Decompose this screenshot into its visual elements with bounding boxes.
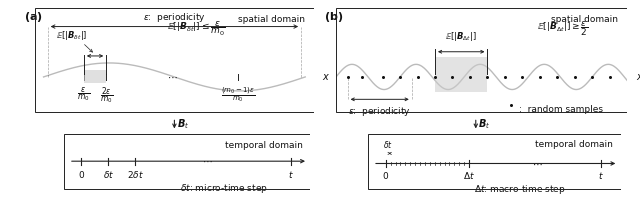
Text: $\Delta t$: $\Delta t$ — [463, 170, 475, 181]
Text: $\dfrac{2\epsilon}{m_0}$: $\dfrac{2\epsilon}{m_0}$ — [100, 85, 113, 105]
Text: $x$: $x$ — [636, 72, 640, 82]
Text: $\boldsymbol{B}_t$: $\boldsymbol{B}_t$ — [478, 117, 491, 131]
Text: $\mathbb{E}[|\boldsymbol{B}_{\Delta t}|]$: $\mathbb{E}[|\boldsymbol{B}_{\Delta t}|]… — [445, 30, 477, 43]
Text: $\dfrac{(m_0-1)\epsilon}{m_0}$: $\dfrac{(m_0-1)\epsilon}{m_0}$ — [221, 85, 255, 104]
Text: $\dfrac{\epsilon}{m_0}$: $\dfrac{\epsilon}{m_0}$ — [77, 85, 90, 103]
Text: $\mathbf{(a)}$: $\mathbf{(a)}$ — [24, 10, 43, 24]
Text: $2\delta t$: $2\delta t$ — [127, 169, 144, 180]
Text: $\cdots$: $\cdots$ — [532, 158, 543, 169]
Text: $t$: $t$ — [598, 170, 604, 181]
Text: $\epsilon$:  periodicity: $\epsilon$: periodicity — [143, 11, 206, 24]
Text: $\mathbb{E}[|\boldsymbol{B}_{\Delta t}|] \geq \dfrac{\epsilon}{2}$: $\mathbb{E}[|\boldsymbol{B}_{\Delta t}|]… — [538, 20, 589, 38]
Text: $\cdots$: $\cdots$ — [167, 72, 178, 82]
Bar — [84, 70, 106, 83]
Text: $\mathbf{(b)}$: $\mathbf{(b)}$ — [324, 10, 344, 24]
Text: $\mathbb{E}[|\boldsymbol{B}_{\delta t}|]$: $\mathbb{E}[|\boldsymbol{B}_{\delta t}|]… — [56, 29, 87, 42]
Text: temporal domain: temporal domain — [225, 141, 303, 150]
Text: $\Delta t$: macro-time step: $\Delta t$: macro-time step — [474, 183, 565, 196]
Text: $\boldsymbol{B}_t$: $\boldsymbol{B}_t$ — [177, 117, 189, 131]
Text: $\cdots$: $\cdots$ — [202, 156, 212, 166]
Text: temporal domain: temporal domain — [535, 140, 613, 149]
Text: spatial domain: spatial domain — [238, 15, 305, 24]
Text: $x$: $x$ — [322, 72, 330, 82]
Text: $t$: $t$ — [288, 169, 294, 180]
Text: $\delta t$: $\delta t$ — [383, 139, 393, 150]
Text: $\delta t$: $\delta t$ — [102, 169, 114, 180]
Text: $0$: $0$ — [382, 170, 389, 181]
Bar — [435, 57, 488, 92]
Text: $\epsilon$:  periodicity: $\epsilon$: periodicity — [348, 105, 411, 118]
Text: spatial domain: spatial domain — [552, 15, 618, 24]
Text: :  random samples: : random samples — [520, 105, 604, 114]
Text: $\delta t$: micro-time step: $\delta t$: micro-time step — [180, 182, 268, 195]
Text: $0$: $0$ — [77, 169, 85, 180]
Text: $\mathbb{E}[|\boldsymbol{B}_{\delta t}|] \leq \dfrac{\epsilon}{m_0}$: $\mathbb{E}[|\boldsymbol{B}_{\delta t}|]… — [168, 20, 226, 38]
